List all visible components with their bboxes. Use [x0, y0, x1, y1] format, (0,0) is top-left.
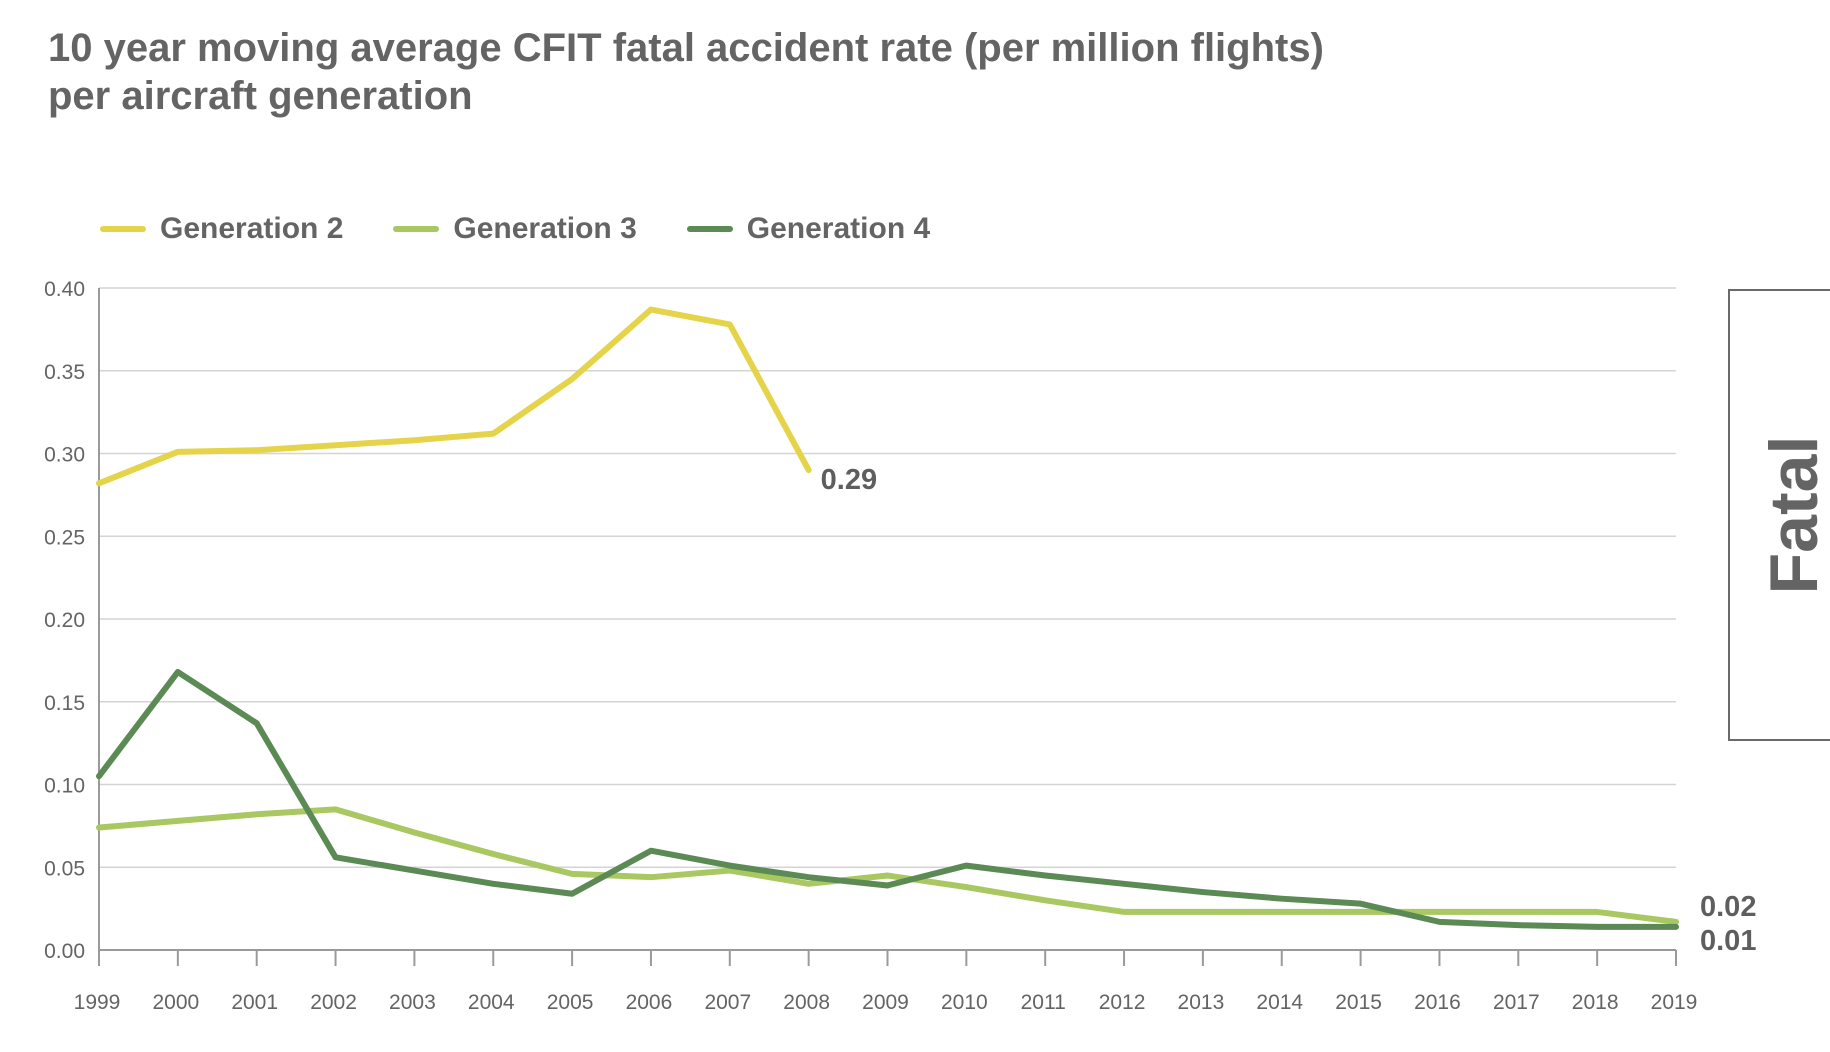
x-tick-label: 2016: [1414, 991, 1461, 1014]
y-tick-label: 0.00: [44, 940, 85, 963]
y-tick-label: 0.05: [44, 857, 85, 880]
fatal-side-panel: Fatal: [1728, 289, 1830, 741]
y-tick-label: 0.30: [44, 444, 85, 467]
y-tick-label: 0.40: [44, 278, 85, 301]
x-tick-label: 2011: [1021, 991, 1066, 1014]
x-tick-label: 2010: [941, 991, 988, 1014]
legend: Generation 2 Generation 3 Generation 4: [100, 212, 930, 246]
end-label-generation-4: 0.01: [1700, 925, 1756, 957]
y-tick-label: 0.10: [44, 775, 85, 798]
end-label-generation-2: 0.29: [821, 464, 877, 496]
x-tick-label: 2003: [389, 991, 436, 1014]
y-tick-label: 0.20: [44, 609, 85, 632]
x-tick-label: 1999: [74, 991, 121, 1014]
series-line-generation-4: [96, 668, 1679, 930]
x-tick-label: 2004: [468, 991, 515, 1014]
x-tick-label: 2012: [1099, 991, 1146, 1014]
legend-item-generation-3: Generation 3: [393, 212, 637, 246]
x-tick-label: 2015: [1335, 991, 1382, 1014]
x-tick-label: 2000: [152, 991, 199, 1014]
y-tick-label: 0.35: [44, 361, 85, 384]
x-tick-label: 2002: [310, 991, 357, 1014]
legend-swatch: [393, 226, 440, 232]
legend-label: Generation 3: [453, 212, 637, 245]
x-tick-label: 2009: [862, 991, 909, 1014]
x-tick-label: 2001: [231, 991, 278, 1014]
y-tick-label: 0.25: [44, 526, 85, 549]
x-tick-label: 2007: [704, 991, 751, 1014]
chart-title-line2: per aircraft generation: [48, 74, 473, 118]
chart-title: 10 year moving average CFIT fatal accide…: [48, 24, 1324, 120]
fatal-label: Fatal: [1756, 435, 1830, 595]
legend-label: Generation 2: [160, 212, 344, 245]
legend-swatch: [686, 226, 733, 232]
x-tick-label: 2018: [1572, 991, 1619, 1014]
series-line-generation-2: [96, 306, 812, 487]
x-tick-label: 2005: [547, 991, 594, 1014]
legend-item-generation-4: Generation 4: [686, 212, 931, 246]
x-tick-label: 2013: [1178, 991, 1225, 1014]
legend-item-generation-2: Generation 2: [100, 212, 343, 246]
legend-swatch: [100, 226, 146, 232]
legend-label: Generation 4: [746, 212, 931, 245]
x-tick-label: 2019: [1651, 991, 1698, 1014]
x-tick-label: 2014: [1256, 991, 1303, 1014]
x-tick-label: 2006: [626, 991, 673, 1014]
x-tick-label: 2008: [783, 991, 830, 1014]
series-line-generation-3: [96, 806, 1679, 925]
chart-title-line1: 10 year moving average CFIT fatal accide…: [48, 26, 1324, 70]
x-tick-label: 2017: [1493, 991, 1540, 1014]
y-tick-label: 0.15: [44, 692, 85, 715]
end-label-generation-3: 0.02: [1700, 891, 1756, 923]
